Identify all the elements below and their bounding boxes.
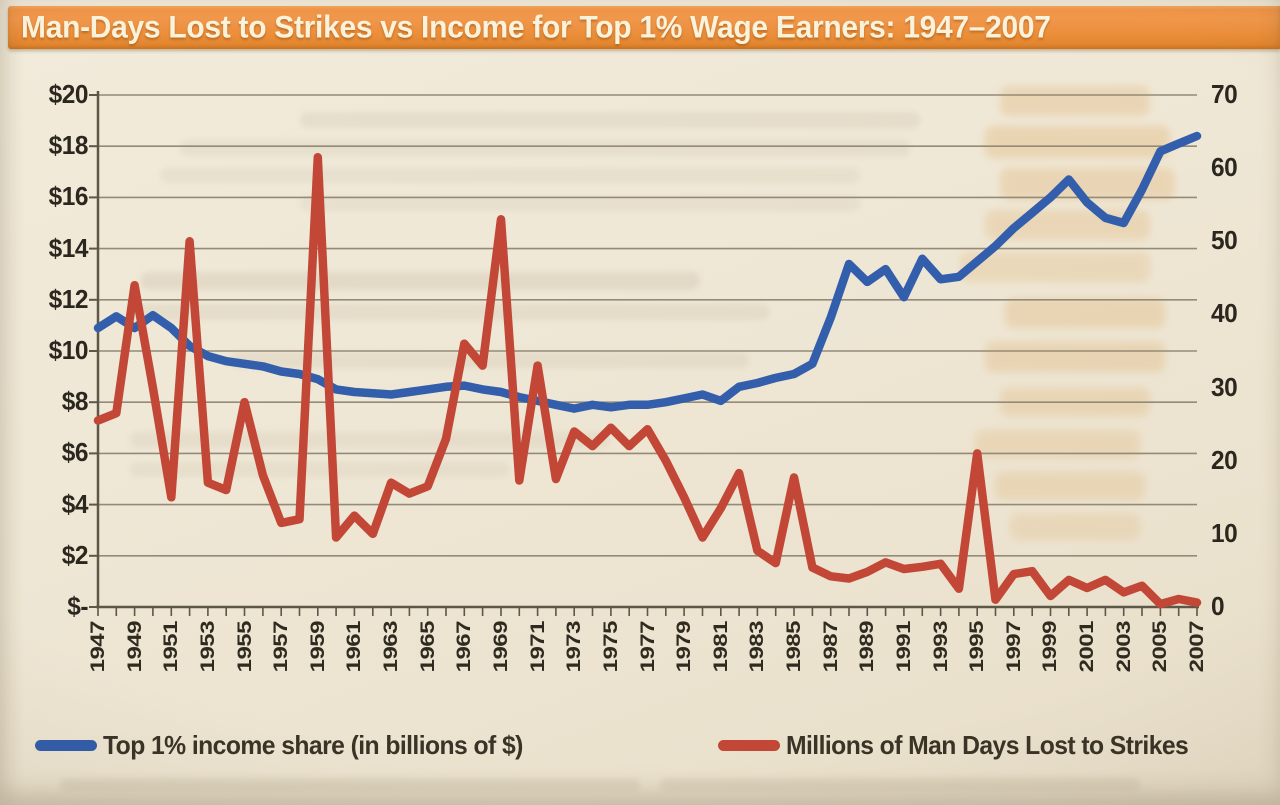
left-axis-label: $20 [48, 79, 89, 109]
x-axis-label: 1967 [453, 621, 475, 673]
x-axis-label: 1957 [270, 621, 292, 673]
man-days-line [93, 152, 1202, 609]
x-axis-label: 1961 [343, 621, 366, 673]
left-axis-label: $8 [61, 386, 89, 417]
left-axis-label: $14 [48, 232, 89, 263]
x-axis-label: 2001 [1076, 621, 1098, 673]
right-axis-label: 60 [1211, 152, 1238, 183]
man-days-line-swatch [718, 740, 780, 751]
income-share-line [93, 131, 1202, 413]
legend-item-income-share: Top 1% income share (in billions of $) [35, 730, 545, 761]
x-axis-label: 1991 [892, 621, 915, 673]
x-axis-label: 1971 [526, 621, 549, 673]
left-axis-label: $6 [61, 437, 89, 468]
left-axis-label: $10 [48, 335, 89, 365]
x-axis-label: 1963 [380, 621, 402, 673]
x-axis-label: 1985 [783, 621, 805, 673]
income-share-line-swatch [35, 740, 97, 751]
x-axis-label: 1993 [929, 621, 952, 673]
x-axis-label: 1969 [489, 621, 512, 673]
x-axis-label: 1953 [196, 621, 219, 673]
x-axis-label: 1977 [636, 621, 659, 673]
left-axis-label: $16 [48, 181, 89, 212]
left-axis-label: $18 [48, 130, 89, 161]
x-axis-label: 1987 [819, 621, 842, 673]
x-axis-label: 1973 [563, 621, 585, 673]
x-axis-label: 1965 [416, 621, 439, 673]
x-axis-label: 1995 [966, 621, 988, 673]
right-axis-label: 0 [1211, 591, 1225, 621]
x-axis-label: 1989 [856, 621, 878, 673]
x-axis-label: 1981 [709, 621, 732, 673]
left-axis-label: $4 [61, 488, 89, 519]
right-axis-label: 40 [1211, 298, 1238, 329]
x-axis-label: 1959 [306, 621, 329, 673]
x-axis-label: 1979 [673, 621, 695, 673]
x-axis-label: 1999 [1039, 621, 1062, 673]
x-axis-label: 1951 [160, 621, 182, 673]
chart-legend: Top 1% income share (in billions of $) M… [0, 722, 1280, 768]
right-axis-label: 30 [1211, 371, 1238, 402]
x-axis-label: 1975 [599, 621, 622, 673]
x-axis-label: 1983 [746, 621, 768, 673]
x-axis-label: 2005 [1149, 621, 1171, 673]
left-axis-label: $- [67, 591, 88, 621]
chart-title: Man-Days Lost to Strikes vs Income for T… [21, 9, 1051, 45]
x-axis-label: 1947 [87, 621, 109, 673]
right-axis-label: 70 [1211, 79, 1238, 109]
left-axis-label: $12 [48, 283, 89, 314]
right-axis-label: 10 [1211, 517, 1238, 548]
right-axis-label: 50 [1211, 225, 1238, 256]
legend-item-man-days: Millions of Man Days Lost to Strikes [718, 730, 1209, 761]
x-axis-label: 1955 [233, 621, 256, 673]
x-axis-label: 1997 [1002, 621, 1025, 673]
x-axis-label: 1949 [123, 621, 146, 673]
x-axis-label: 2003 [1112, 621, 1135, 673]
legend-label-income-share: Top 1% income share (in billions of $) [103, 730, 523, 760]
right-axis-label: 20 [1211, 444, 1238, 475]
left-axis-label: $2 [61, 539, 89, 570]
chart-title-banner: Man-Days Lost to Strikes vs Income for T… [8, 6, 1280, 49]
legend-label-man-days: Millions of Man Days Lost to Strikes [786, 730, 1189, 760]
x-axis-label: 2007 [1186, 621, 1208, 673]
